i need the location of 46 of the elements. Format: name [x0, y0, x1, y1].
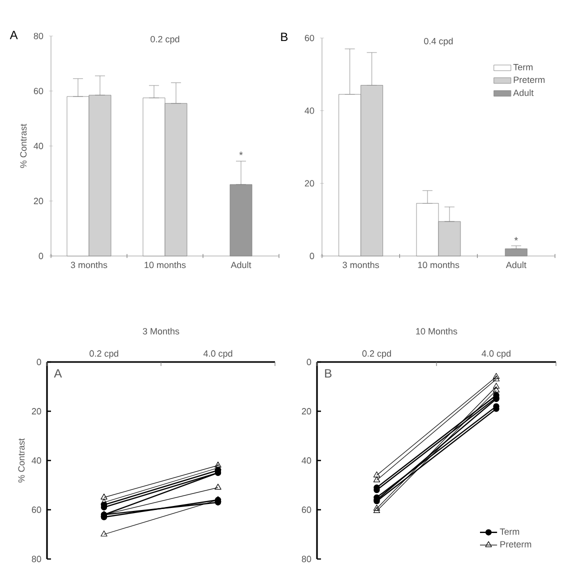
y-tick-label: 60 — [34, 88, 44, 94]
annotation: * — [514, 237, 518, 241]
x-tick-label: 3 months — [70, 262, 108, 268]
text: A — [10, 30, 18, 40]
x-tick-label: 4.0 cpd — [482, 350, 510, 358]
x-tick-label: 0.2 cpd — [90, 350, 118, 358]
chart-title: 3 Months — [142, 328, 180, 334]
y-tick-label: 40 — [34, 142, 44, 150]
legend-label: Adult — [513, 89, 534, 96]
chart-title: 0.4 cpd — [424, 38, 453, 46]
y-tick-label: 20 — [34, 198, 44, 204]
text: B — [281, 32, 288, 42]
chart-title: 0.2 cpd — [150, 36, 180, 44]
annotation: B — [325, 369, 332, 378]
y-tick-label: 40 — [304, 107, 314, 114]
y-tick-label: 80 — [302, 556, 312, 562]
y-tick-label: 0 — [306, 358, 312, 366]
legend-label: Preterm — [514, 76, 545, 83]
x-tick-label: 10 months — [144, 262, 186, 268]
y-tick-label: 20 — [302, 408, 312, 414]
legend-label: Preterm — [500, 541, 532, 548]
y-tick-label: 80 — [34, 32, 44, 40]
annotation: A — [54, 369, 62, 378]
x-tick-label: 4.0 cpd — [203, 350, 232, 358]
legend-label: Term — [500, 528, 520, 535]
legend-label: Term — [513, 64, 533, 70]
y-tick-label: 60 — [304, 34, 314, 42]
x-tick-label: 0.2 cpd — [362, 350, 391, 358]
annotation: * — [239, 152, 243, 156]
y-axis-title: % Contrast — [18, 438, 25, 482]
x-tick-label: 10 months — [418, 262, 460, 268]
y-tick-label: 40 — [32, 457, 42, 464]
y-tick-label: 20 — [304, 180, 314, 187]
y-tick-label: 0 — [310, 252, 314, 260]
y-tick-label: 40 — [302, 457, 312, 464]
y-tick-label: 80 — [32, 556, 42, 562]
y-tick-label: 0 — [36, 358, 42, 366]
y-tick-label: 0 — [38, 252, 44, 260]
x-tick-label: Adult — [506, 262, 526, 268]
y-tick-label: 20 — [32, 408, 42, 414]
y-tick-label: 60 — [302, 506, 312, 513]
y-axis-title: % Contrast — [20, 124, 27, 168]
chart-title: 10 Months — [416, 328, 458, 334]
y-tick-label: 60 — [32, 506, 42, 513]
x-tick-label: 3 months — [342, 262, 379, 268]
x-tick-label: Adult — [230, 262, 252, 268]
